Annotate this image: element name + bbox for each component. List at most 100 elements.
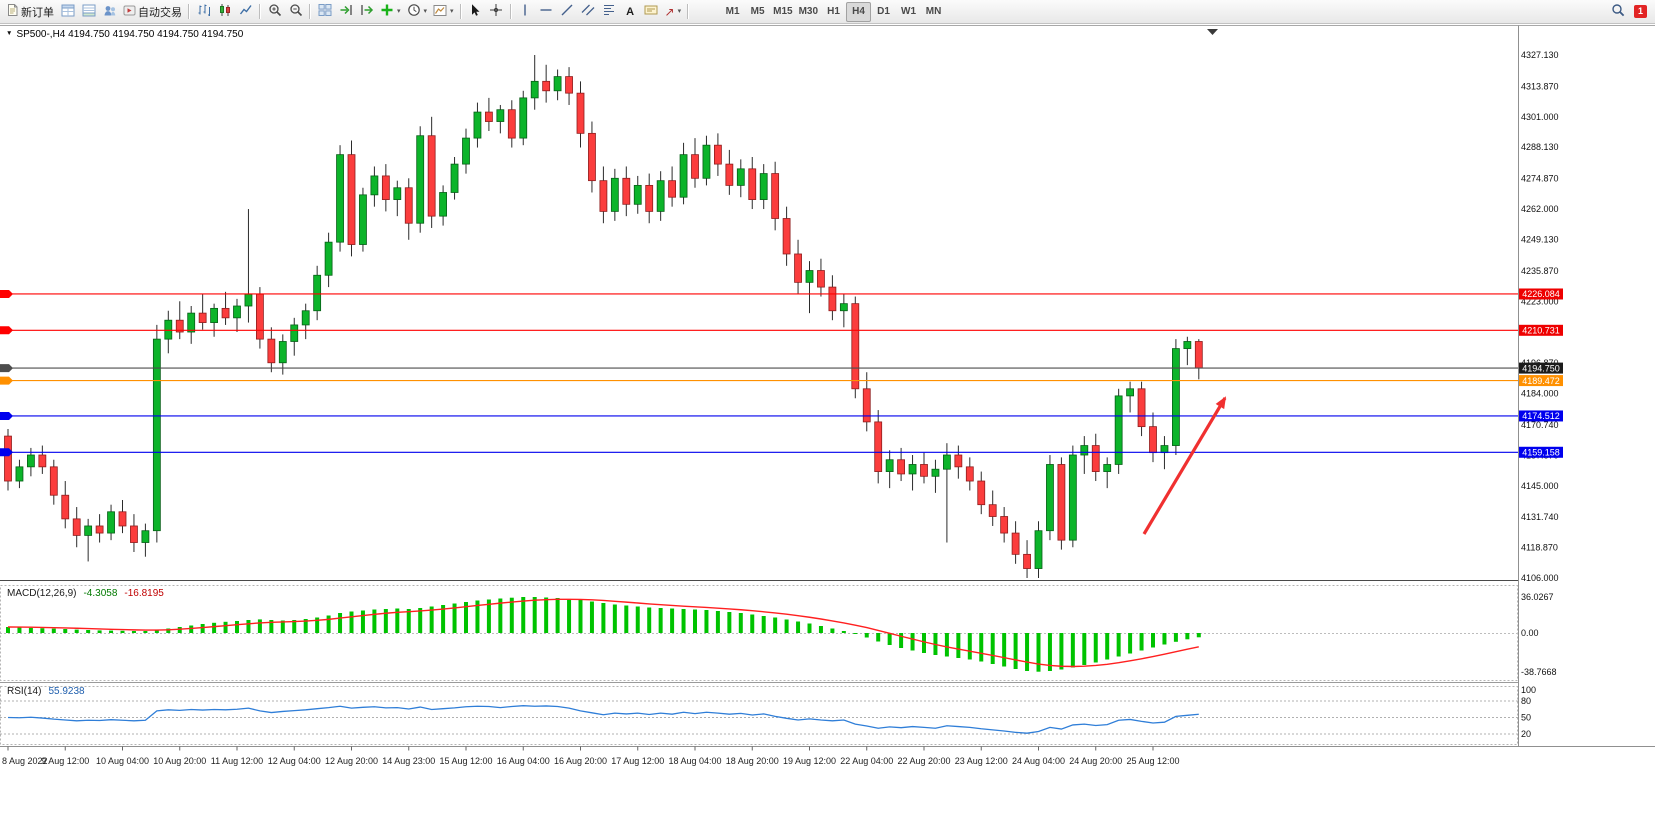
zoom-in-button[interactable] [264, 2, 285, 22]
svg-text:4262.000: 4262.000 [1521, 204, 1559, 214]
svg-text:36.0267: 36.0267 [1521, 592, 1554, 602]
dropdown-caret-icon: ▾ [423, 8, 428, 15]
levels-layer: 4226.084 4210.731 4194.750 4189.472 4174.512… [0, 288, 1563, 458]
svg-text:100: 100 [1521, 685, 1536, 695]
toolbar: 新订单 自动交易 ▾ ▾ [0, 0, 1655, 24]
new-order-icon [6, 3, 19, 20]
candlestick-chart-button[interactable] [214, 2, 235, 22]
svg-text:25 Aug 12:00: 25 Aug 12:00 [1126, 756, 1179, 766]
navigator-button[interactable] [99, 2, 120, 22]
macd-label-row: MACD(12,26,9) -4.3058 -16.8195 [7, 588, 164, 599]
indicators-plus-icon [380, 3, 394, 20]
timeframe-w1[interactable]: W1 [896, 2, 921, 22]
chart-title-bar: ▼ SP500-,H4 4194.750 4194.750 4194.750 4… [6, 28, 243, 40]
toolbar-separator [509, 4, 512, 19]
toolbar-separator [309, 4, 311, 19]
dropdown-caret-icon: ▾ [677, 8, 682, 15]
text-tool-icon: A [626, 5, 635, 18]
new-order-label: 新订单 [21, 6, 54, 19]
market-watch-icon [61, 4, 75, 20]
bar-chart-icon [197, 3, 211, 20]
svg-text:4159.158: 4159.158 [1522, 447, 1560, 457]
svg-text:4194.750: 4194.750 [1522, 363, 1560, 373]
svg-text:24 Aug 20:00: 24 Aug 20:00 [1069, 756, 1122, 766]
toolbar-separator [459, 4, 462, 19]
svg-text:10 Aug 20:00: 10 Aug 20:00 [153, 756, 206, 766]
navigator-icon [103, 4, 117, 20]
macd-label: MACD(12,26,9) [7, 588, 77, 599]
svg-text:19 Aug 12:00: 19 Aug 12:00 [783, 756, 836, 766]
tile-windows-button[interactable] [314, 2, 335, 22]
market-watch-button[interactable] [57, 2, 78, 22]
templates-button[interactable]: ▾ [430, 2, 457, 22]
zoom-out-icon [289, 3, 303, 20]
clock-icon [407, 3, 421, 20]
channel-button[interactable] [578, 2, 599, 22]
macd-panel: 36.0267 0.00 -38.7668 [0, 592, 1557, 677]
search-button[interactable] [1608, 2, 1629, 22]
trendline-button[interactable] [557, 2, 578, 22]
svg-text:4174.512: 4174.512 [1522, 411, 1560, 421]
autotrading-icon [123, 4, 136, 20]
candles-layer [4, 55, 1203, 578]
svg-text:22 Aug 04:00: 22 Aug 04:00 [840, 756, 893, 766]
data-window-button[interactable] [78, 2, 99, 22]
svg-text:9 Aug 12:00: 9 Aug 12:00 [41, 756, 89, 766]
chart-shift-marker [1207, 29, 1218, 35]
autotrading-button[interactable]: 自动交易 [120, 2, 185, 22]
svg-text:8 Aug 2022: 8 Aug 2022 [2, 756, 48, 766]
svg-text:4249.130: 4249.130 [1521, 234, 1559, 244]
timeframe-d1[interactable]: D1 [871, 2, 896, 22]
svg-text:16 Aug 20:00: 16 Aug 20:00 [554, 756, 607, 766]
line-chart-button[interactable] [235, 2, 256, 22]
svg-text:24 Aug 04:00: 24 Aug 04:00 [1012, 756, 1065, 766]
trendline-icon [560, 3, 574, 20]
dropdown-caret-icon: ▾ [397, 8, 401, 15]
macd-signal-value: -16.8195 [124, 588, 164, 599]
timeframe-h4[interactable]: H4 [846, 1, 872, 22]
periods-button[interactable]: ▾ [404, 2, 431, 22]
horizontal-line-button[interactable] [536, 2, 557, 22]
timeframe-h1[interactable]: H1 [821, 2, 846, 22]
collapse-icon[interactable]: ▼ [6, 29, 13, 37]
auto-scroll-button[interactable] [335, 2, 356, 22]
svg-text:4210.731: 4210.731 [1522, 325, 1560, 335]
svg-text:4235.870: 4235.870 [1521, 266, 1559, 276]
timeframe-mn[interactable]: MN [921, 2, 946, 22]
vertical-line-button[interactable] [515, 2, 536, 22]
arrows-button[interactable]: ↗ ▾ [662, 2, 685, 22]
search-icon [1611, 3, 1625, 20]
rsi-label-row: RSI(14) 55.9238 [7, 686, 85, 697]
svg-text:15 Aug 12:00: 15 Aug 12:00 [439, 756, 492, 766]
panel-borders [0, 25, 1655, 747]
timeframe-m15[interactable]: M15 [770, 2, 795, 22]
chart-shift-button[interactable] [356, 2, 377, 22]
notification-badge[interactable]: 1 [1633, 5, 1647, 18]
horizontal-line-icon [539, 3, 553, 20]
zoom-out-button[interactable] [285, 2, 306, 22]
text-label-button[interactable] [641, 2, 662, 22]
timeframe-m1[interactable]: M1 [720, 2, 745, 22]
svg-text:0.00: 0.00 [1521, 628, 1539, 638]
svg-text:11 Aug 12:00: 11 Aug 12:00 [211, 756, 263, 766]
timeframe-toolbar: M1 M5 M15 M30 H1 H4 D1 W1 MN [720, 1, 946, 22]
svg-text:80: 80 [1521, 696, 1531, 706]
auto-scroll-icon [339, 3, 353, 20]
chart-shift-icon [360, 3, 374, 20]
cursor-button[interactable] [465, 2, 486, 22]
indicators-button[interactable]: ▾ [377, 2, 404, 22]
fibonacci-button[interactable] [599, 2, 620, 22]
svg-text:4131.740: 4131.740 [1521, 512, 1559, 522]
tile-windows-icon [318, 3, 332, 20]
crosshair-button[interactable] [486, 2, 507, 22]
svg-text:4145.000: 4145.000 [1521, 481, 1559, 491]
text-button[interactable]: A [620, 2, 641, 22]
bar-chart-button[interactable] [193, 2, 214, 22]
timeframe-m5[interactable]: M5 [745, 2, 770, 22]
annotation-layer [1142, 396, 1227, 535]
new-order-button[interactable]: 新订单 [3, 2, 57, 22]
svg-text:12 Aug 20:00: 12 Aug 20:00 [325, 756, 378, 766]
svg-text:14 Aug 23:00: 14 Aug 23:00 [382, 756, 435, 766]
timeframe-m30[interactable]: M30 [796, 2, 821, 22]
